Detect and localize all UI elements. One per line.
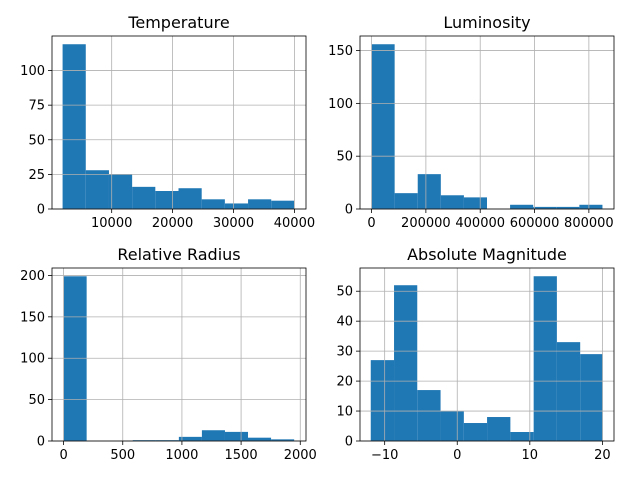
- histogram-bar: [271, 439, 295, 441]
- histogram-bar: [132, 440, 156, 441]
- axes-frame: [51, 35, 307, 210]
- x-tick-label: 30000: [213, 216, 254, 231]
- histogram-bar: [510, 204, 534, 209]
- subplot-title: Relative Radius: [117, 245, 240, 264]
- histogram-bar: [201, 430, 225, 441]
- subplot-title: Luminosity: [443, 13, 530, 32]
- y-tick-label: 100: [328, 97, 353, 112]
- histogram-bar: [394, 193, 418, 209]
- histogram-bar: [533, 276, 557, 441]
- y-tick-label: 50: [336, 150, 353, 165]
- axes-frame: [359, 35, 615, 210]
- subplot-temperature: 10000 20000 30000 40000 0 25 50 75 100 Temperatur…: [20, 13, 315, 231]
- axes-frame: [359, 267, 615, 442]
- histogram-bar: [463, 197, 487, 209]
- histogram-bar: [371, 44, 395, 209]
- x-tick-label: 0: [59, 448, 67, 463]
- x-tick-label: 400000: [455, 216, 505, 231]
- histogram-bar: [155, 191, 179, 209]
- y-tick-label: 100: [20, 64, 45, 79]
- x-tick-label: 20000: [152, 216, 193, 231]
- histogram-bar: [579, 204, 603, 209]
- y-tick-label: 30: [336, 345, 353, 360]
- histogram-bar: [533, 206, 557, 209]
- y-tick-label: 50: [336, 285, 353, 300]
- y-tick-label: 75: [28, 99, 45, 114]
- subplot-absolute-magnitude: −10 0 10 20 0 10 20 30 40 50 Absolute Magnitude: [336, 245, 615, 463]
- histogram-bar: [178, 436, 202, 441]
- y-tick-label: 40: [336, 315, 353, 330]
- x-tick-label: −10: [371, 448, 398, 463]
- y-tick-label: 20: [336, 375, 353, 390]
- histogram-bar: [224, 203, 249, 209]
- axes-frame: [51, 267, 307, 442]
- histogram-bar: [463, 423, 488, 441]
- subplot-luminosity: 0 200000 400000 600000 800000 0 50 100 150 Lumino…: [328, 13, 615, 231]
- histogram-bar: [556, 206, 580, 209]
- histogram-bar: [487, 417, 511, 441]
- y-tick-label: 100: [20, 352, 45, 367]
- x-tick-label: 0: [367, 216, 375, 231]
- x-tick-label: 20: [594, 448, 611, 463]
- subplot-title: Absolute Magnitude: [407, 245, 567, 264]
- histogram-bar: [63, 276, 87, 441]
- histogram-bar: [510, 432, 534, 441]
- y-tick-label: 0: [37, 203, 45, 218]
- histogram-bar: [201, 199, 225, 209]
- histogram-bar: [556, 342, 581, 441]
- x-tick-label: 10000: [91, 216, 132, 231]
- histogram-bar: [417, 390, 441, 441]
- histogram-bar: [155, 440, 179, 441]
- histogram-bar: [178, 188, 202, 209]
- y-tick-label: 50: [28, 133, 45, 148]
- histogram-bar: [440, 411, 464, 441]
- y-tick-label: 150: [20, 310, 45, 325]
- x-tick-label: 800000: [564, 216, 614, 231]
- y-tick-label: 0: [345, 203, 353, 218]
- x-tick-label: 200000: [401, 216, 451, 231]
- x-tick-label: 0: [453, 448, 461, 463]
- x-tick-label: 1500: [225, 448, 258, 463]
- histogram-bar: [370, 360, 395, 441]
- histogram-bar: [271, 200, 295, 209]
- histogram-bar: [394, 285, 418, 441]
- y-tick-label: 50: [28, 393, 45, 408]
- y-tick-label: 200: [20, 269, 45, 284]
- x-tick-label: 1000: [165, 448, 198, 463]
- histogram-bar: [248, 437, 272, 441]
- histogram-bar: [85, 170, 109, 209]
- y-tick-label: 0: [345, 435, 353, 450]
- y-tick-label: 0: [37, 435, 45, 450]
- y-tick-label: 25: [28, 168, 45, 183]
- histogram-bar: [248, 199, 272, 209]
- x-tick-label: 2000: [284, 448, 317, 463]
- x-tick-label: 40000: [274, 216, 315, 231]
- x-tick-label: 500: [110, 448, 135, 463]
- histogram-bar: [132, 186, 156, 209]
- histogram-bar: [440, 195, 464, 209]
- y-tick-label: 10: [336, 405, 353, 420]
- histogram-bar: [62, 44, 86, 209]
- subplot-title: Temperature: [127, 13, 229, 32]
- histogram-bar: [224, 431, 249, 441]
- y-tick-label: 150: [328, 44, 353, 59]
- histogram-bar: [108, 174, 133, 209]
- histogram-bar: [417, 174, 441, 209]
- x-tick-label: 10: [522, 448, 539, 463]
- subplot-relative-radius: 0 500 1000 1500 2000 0 50 100 150 200 Relative Rad…: [20, 245, 317, 463]
- histogram-bar: [580, 354, 603, 441]
- x-tick-label: 600000: [510, 216, 560, 231]
